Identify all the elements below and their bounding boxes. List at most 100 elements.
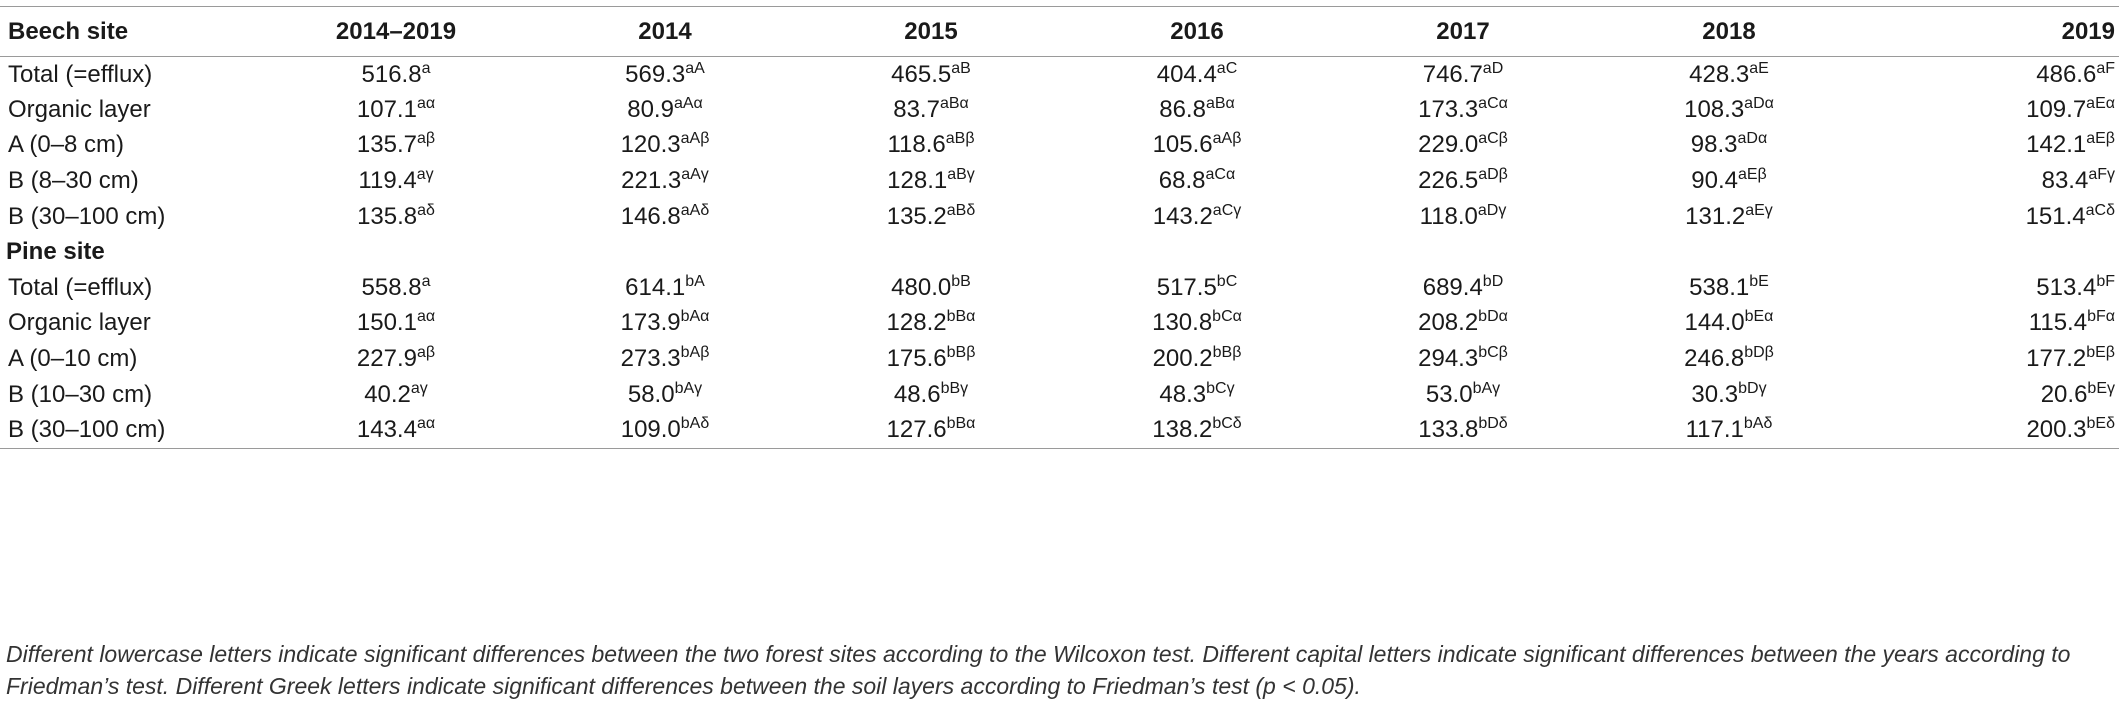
cell-value: 58.0 — [627, 380, 675, 408]
cell-significance-letters: bCδ — [1212, 414, 1242, 432]
table-cell: 86.8aBα — [1064, 92, 1330, 128]
header-cell-period: 2014–2019 — [335, 17, 457, 45]
cell-value: 516.8 — [361, 60, 422, 88]
cell-value: 146.8 — [620, 202, 681, 230]
cell-significance-letters: aEβ — [1737, 166, 1767, 184]
cell-significance-letters: aγ — [416, 166, 434, 184]
cell-value: 53.0 — [1425, 380, 1473, 408]
cell-value: 569.3 — [625, 60, 686, 88]
table-cell: 105.6aAβ — [1064, 128, 1330, 164]
cell-value: 105.6 — [1152, 131, 1213, 159]
table-cell: 273.3bAβ — [532, 341, 798, 377]
table-cell: 142.1aEβ — [1862, 128, 2119, 164]
table-cell: 177.2bEβ — [1862, 341, 2119, 377]
table-cell: 486.6aF — [1862, 57, 2119, 93]
table-cell: 513.4bF — [1862, 270, 2119, 306]
table-cell: 428.3aE — [1596, 57, 1862, 93]
cell-value: 614.1 — [625, 273, 686, 301]
cell-significance-letters: bAδ — [1743, 414, 1773, 432]
cell-significance-letters: bAα — [680, 308, 710, 326]
cell-value: 90.4 — [1691, 167, 1738, 195]
table-row: B (8–30 cm) 119.4aγ 221.3aAγ 128.1aBγ 68.8aC… — [0, 163, 2119, 199]
table-cell: 40.2aγ — [260, 377, 532, 413]
cell-significance-letters: aAγ — [681, 166, 709, 184]
cell-value: 98.3 — [1690, 131, 1738, 159]
cell-value: 208.2 — [1418, 309, 1479, 337]
cell-value: 109.0 — [620, 415, 681, 443]
row-label: A (0–10 cm) — [8, 345, 138, 373]
cell-significance-letters: aBδ — [946, 201, 976, 219]
table-row: Organic layer 150.1aα 173.9bAα 128.2bBα 130.… — [0, 306, 2119, 342]
cell-significance-letters: aAβ — [680, 130, 710, 148]
cell-value: 117.1 — [1685, 415, 1744, 443]
cell-significance-letters: bDγ — [1738, 379, 1767, 397]
cell-value: 404.4 — [1156, 60, 1217, 88]
table-cell: 144.0bEα — [1596, 306, 1862, 342]
row-label: B (8–30 cm) — [8, 167, 139, 195]
cell-value: 558.8 — [361, 273, 422, 301]
cell-significance-letters: aδ — [417, 201, 435, 219]
cell-significance-letters: aEα — [2086, 94, 2115, 112]
cell-value: 227.9 — [356, 345, 417, 373]
cell-value: 107.1 — [356, 95, 417, 123]
table-cell: 48.3bCγ — [1064, 377, 1330, 413]
row-label: B (10–30 cm) — [8, 380, 153, 408]
table-cell: 108.3aDα — [1596, 92, 1862, 128]
cell-significance-letters: aC — [1216, 59, 1238, 77]
cell-significance-letters: aEβ — [2086, 130, 2115, 148]
table-body: Total (=efflux) 516.8a 569.3aA 465.5aB 404.4… — [0, 57, 2119, 449]
row-label: B (30–100 cm) — [8, 202, 166, 230]
table-cell: 173.9bAα — [532, 306, 798, 342]
table-row: A (0–10 cm) 227.9aβ 273.3bAβ 175.6bBβ 200.2b… — [0, 341, 2119, 377]
cell-value: 150.1 — [356, 309, 417, 337]
cell-significance-letters: bBα — [946, 308, 976, 326]
table-cell: 151.4aCδ — [1862, 199, 2119, 235]
row-label: Total (=efflux) — [8, 60, 153, 88]
cell-significance-letters: a — [421, 272, 431, 290]
cell-significance-letters: bC — [1216, 272, 1238, 290]
cell-significance-letters: aDα — [1737, 130, 1768, 148]
cell-significance-letters: bDβ — [1744, 344, 1774, 362]
cell-significance-letters: aα — [416, 94, 436, 112]
row-label: B (30–100 cm) — [8, 415, 166, 443]
row-label: Organic layer — [8, 309, 151, 337]
cell-value: 538.1 — [1689, 273, 1750, 301]
cell-value: 200.2 — [1152, 345, 1213, 373]
cell-value: 177.2 — [2026, 345, 2087, 373]
cell-value: 118.6 — [887, 131, 946, 159]
cell-value: 130.8 — [1152, 309, 1213, 337]
table-row: Total (=efflux) 558.8a 614.1bA 480.0bB 517.5… — [0, 270, 2119, 306]
cell-significance-letters: aAδ — [680, 201, 710, 219]
table-cell: 221.3aAγ — [532, 163, 798, 199]
cell-significance-letters: aBβ — [945, 130, 975, 148]
cell-value: 221.3 — [621, 167, 682, 195]
cell-value: 135.8 — [357, 202, 418, 230]
cell-significance-letters: aA — [685, 59, 705, 77]
cell-significance-letters: bE — [1749, 272, 1769, 290]
table-row: B (30–100 cm) 143.4aα 109.0bAδ 127.6bBα 138.… — [0, 412, 2119, 449]
cell-value: 246.8 — [1684, 345, 1745, 373]
table-cell: 48.6bBγ — [798, 377, 1064, 413]
cell-significance-letters: aFγ — [2088, 166, 2115, 184]
cell-value: 128.1 — [887, 167, 948, 195]
table-cell: 200.3bEδ — [1862, 412, 2119, 448]
table-cell: 118.0aDγ — [1330, 199, 1596, 235]
cell-value: 143.4 — [356, 415, 417, 443]
cell-value: 115.4 — [2028, 309, 2088, 337]
cell-significance-letters: aAα — [673, 94, 703, 112]
table-cell: 20.6bEγ — [1862, 377, 2119, 413]
cell-significance-letters: aDβ — [1478, 166, 1508, 184]
cell-value: 119.4 — [358, 167, 417, 195]
header-cell-2018: 2018 — [1702, 17, 1756, 45]
cell-value: 86.8 — [1159, 95, 1206, 123]
header-row: Beech site 2014–2019 2014 2015 2016 2017… — [0, 6, 2119, 57]
cell-significance-letters: bFα — [2087, 308, 2115, 326]
cell-significance-letters: bB — [951, 272, 971, 290]
cell-significance-letters: bBβ — [946, 344, 976, 362]
section-row-pine: Pine site — [0, 234, 2119, 270]
cell-significance-letters: aE — [1749, 59, 1769, 77]
table-cell: 208.2bDα — [1330, 306, 1596, 342]
table-cell: 516.8a — [260, 57, 532, 93]
cell-significance-letters: bAδ — [680, 414, 710, 432]
cell-value: 108.3 — [1684, 95, 1745, 123]
